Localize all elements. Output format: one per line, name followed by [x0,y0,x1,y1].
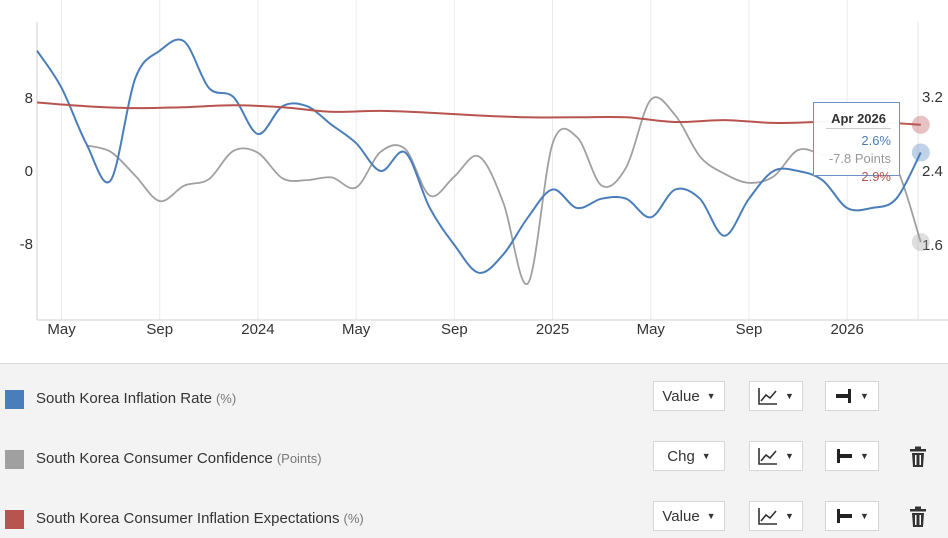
caret-down-icon: ▼ [785,391,794,401]
chart-type-dropdown[interactable]: ▼ [749,501,803,531]
caret-down-icon: ▼ [706,511,716,521]
left-axis-icon [837,449,853,463]
value-mode-label: Value [662,387,700,405]
series-color-swatch[interactable] [5,510,24,529]
trash-icon[interactable] [908,446,928,468]
tooltip-inflation-expectations: 2.9% [861,169,891,184]
caret-down-icon: ▼ [701,451,711,461]
right-axis-icon [836,389,852,403]
hover-marker-inflation-expectations [911,115,930,134]
series-name: South Korea Consumer Inflation Expectati… [36,510,364,527]
y-right-tick-label: 3.2 [922,89,943,106]
x-tick-label: Sep [146,321,173,338]
chart-area: May Sep 2024 May Sep 2025 May Sep 2026 8 0 -8 3.2 2.4… [19,0,948,338]
caret-down-icon: ▼ [860,511,869,521]
x-tick-label: 2024 [241,321,274,338]
value-mode-dropdown[interactable]: Value ▼ [653,501,725,531]
series-color-swatch[interactable] [5,390,24,409]
series-line-consumer-confidence [85,96,922,285]
y-left-tick-label: 8 [25,90,33,107]
line-chart-icon [758,388,778,405]
tooltip-consumer-confidence: -7.8 Points [828,151,891,166]
x-tick-label: 2026 [830,321,863,338]
series-name: South Korea Consumer Confidence (Points) [36,450,322,467]
caret-down-icon: ▼ [706,391,716,401]
axis-labels: May Sep 2024 May Sep 2025 May Sep 2026 8 0 -8 3.2 2.4… [20,89,943,338]
axis-side-dropdown[interactable]: ▼ [825,501,879,531]
series-legend-panel: South Korea Inflation Rate (%) Value ▼ ▼ ▼… [0,363,948,538]
caret-down-icon: ▼ [785,511,794,521]
x-tick-label: 2025 [536,321,569,338]
caret-down-icon: ▼ [860,451,869,461]
grid-lines [36,0,948,321]
y-right-tick-label: 2.4 [922,163,943,180]
axis-side-dropdown[interactable]: ▼ [825,441,879,471]
series-line-inflation-expectations [36,101,921,126]
left-axis-icon [837,509,853,523]
series-line-inflation-rate [36,38,922,274]
line-chart-icon [758,448,778,465]
x-tick-label: Sep [441,321,468,338]
value-mode-dropdown[interactable]: Chg ▼ [653,441,725,471]
legend-row-consumer-confidence: South Korea Consumer Confidence (Points) … [0,438,948,478]
y-left-tick-label: 0 [25,163,33,180]
series-name-text: South Korea Consumer Confidence [36,450,273,467]
x-tick-label: May [342,321,371,338]
chart-type-dropdown[interactable]: ▼ [749,381,803,411]
chart-tooltip: Apr 2026 2.6% -7.8 Points 2.9% [813,102,900,184]
legend-row-inflation-expectations: South Korea Consumer Inflation Expectati… [0,498,948,538]
series-lines [36,38,922,285]
tooltip-date: Apr 2026 [826,109,891,129]
series-unit: (Points) [276,451,322,466]
y-right-tick-label: 1.6 [922,237,943,254]
value-mode-dropdown[interactable]: Value ▼ [653,381,725,411]
tooltip-inflation-rate: 2.6% [861,133,891,148]
series-unit: (%) [343,511,364,526]
axis-side-dropdown[interactable]: ▼ [825,381,879,411]
hover-marker-consumer-confidence [911,233,930,252]
trash-icon[interactable] [908,506,928,528]
legend-row-inflation-rate: South Korea Inflation Rate (%) Value ▼ ▼ ▼ [0,378,948,418]
value-mode-label: Value [662,507,700,525]
caret-down-icon: ▼ [785,451,794,461]
hover-marker-inflation-rate [911,143,930,162]
series-unit: (%) [215,391,237,406]
series-name: South Korea Inflation Rate (%) [36,390,236,407]
series-name-text: South Korea Inflation Rate [36,390,212,407]
chart-type-dropdown[interactable]: ▼ [749,441,803,471]
chart-svg: May Sep 2024 May Sep 2025 May Sep 2026 8 0 -8 3.2 2.4… [20,0,948,338]
series-name-text: South Korea Consumer Inflation Expectati… [36,510,340,527]
caret-down-icon: ▼ [860,391,869,401]
x-tick-label: Sep [736,321,763,338]
line-chart-icon [758,508,778,525]
y-left-tick-label: -8 [20,236,33,253]
hover-markers [911,115,930,252]
series-color-swatch[interactable] [5,450,24,469]
x-tick-label: May [637,321,666,338]
value-mode-label: Chg [667,447,695,465]
x-tick-label: May [47,321,76,338]
